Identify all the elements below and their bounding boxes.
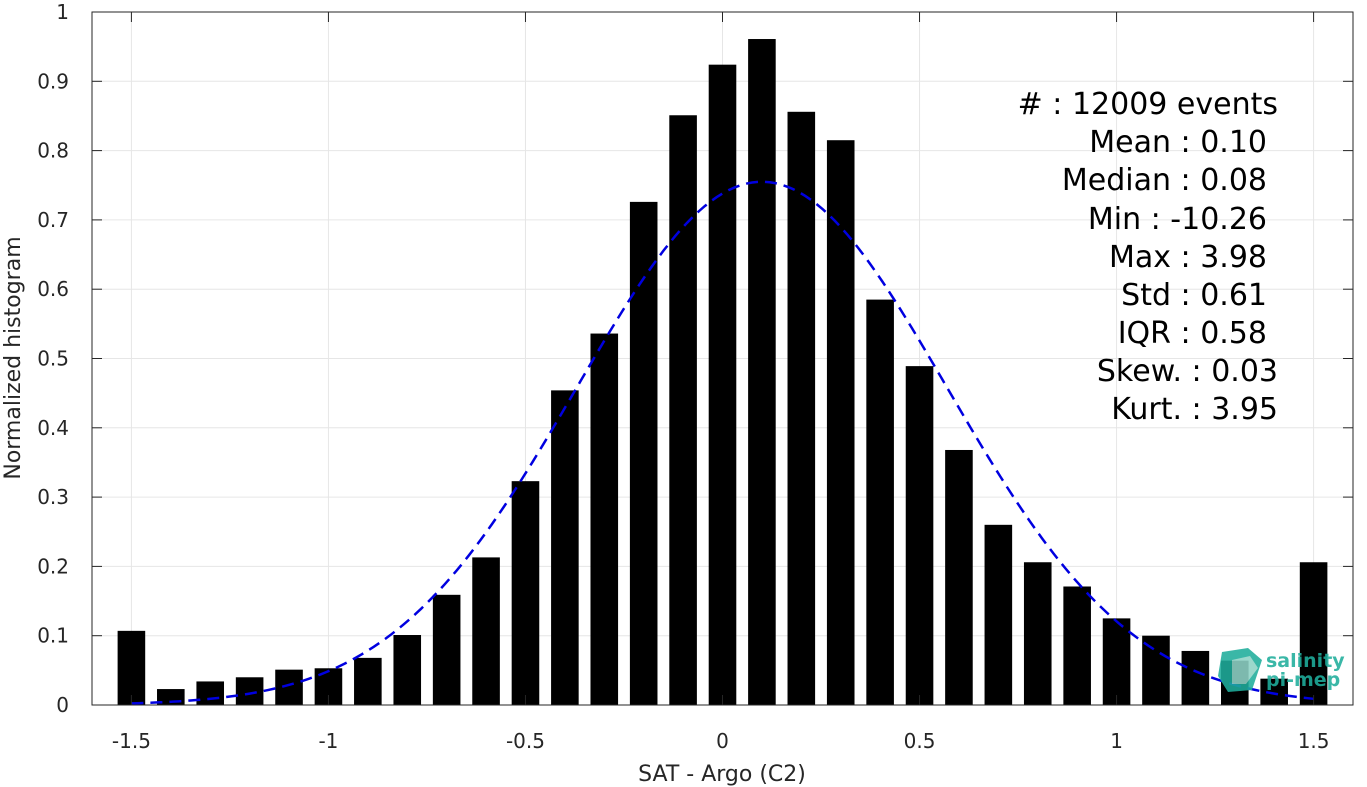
histogram-bar xyxy=(905,366,934,705)
histogram-bar xyxy=(826,140,855,705)
stat-skew: Skew. : 0.03 xyxy=(1097,354,1278,389)
stat-max: Max : 3.98 xyxy=(1109,240,1267,275)
y-tick-label: 0.3 xyxy=(37,485,69,509)
histogram-bar xyxy=(275,669,303,705)
y-tick-label: 0.9 xyxy=(37,69,69,93)
x-axis-title: SAT - Argo (C2) xyxy=(638,762,806,787)
y-axis-title: Normalized histogram xyxy=(1,236,26,479)
histogram-bar xyxy=(1102,618,1131,705)
histogram-bar xyxy=(354,657,382,705)
y-tick-labels: 0 0.1 0.2 0.3 0.4 0.5 0.6 0.7 0.8 0.9 1 xyxy=(37,0,69,717)
histogram-bar xyxy=(748,39,776,706)
histogram-bar xyxy=(708,64,737,706)
logo-text-salinity: salinity xyxy=(1266,650,1345,672)
logo-shape-highlight-icon xyxy=(1232,656,1258,684)
logo-text-pi-mep: pi-mep xyxy=(1266,669,1340,691)
y-tick-label: 0.7 xyxy=(37,208,69,232)
histogram-bar xyxy=(1142,635,1170,705)
histogram-bar xyxy=(551,390,579,705)
stat-median: Median : 0.08 xyxy=(1062,163,1267,198)
y-tick-label: 0 xyxy=(56,693,69,717)
stat-mean: Mean : 0.10 xyxy=(1089,125,1267,160)
histogram-bar xyxy=(196,681,225,705)
stat-kurt: Kurt. : 3.95 xyxy=(1111,392,1278,427)
y-tick-label: 0.4 xyxy=(37,416,69,440)
y-tick-label: 0.8 xyxy=(37,139,69,163)
stat-iqr: IQR : 0.58 xyxy=(1118,316,1267,351)
y-tick-label: 0.2 xyxy=(37,554,69,578)
histogram-bar xyxy=(590,333,619,705)
histogram-bar xyxy=(1063,586,1091,705)
statistics-annotation: # : 12009 events Mean : 0.10 Median : 0.… xyxy=(1018,87,1278,427)
x-tick-label: -1 xyxy=(318,729,338,753)
x-tick-label: -1.5 xyxy=(112,729,151,753)
stat-std: Std : 0.61 xyxy=(1121,278,1267,313)
x-tick-labels: -1.5 -1 -0.5 0 0.5 1 1.5 xyxy=(112,729,1330,753)
y-tick-label: 1 xyxy=(56,0,69,24)
x-tick-label: 1 xyxy=(1110,729,1123,753)
x-tick-label: -0.5 xyxy=(506,729,545,753)
stat-events: # : 12009 events xyxy=(1018,87,1278,122)
histogram-bar xyxy=(1023,562,1052,705)
y-tick-label: 0.5 xyxy=(37,347,69,371)
stat-min: Min : -10.26 xyxy=(1088,202,1267,237)
y-tick-label: 0.1 xyxy=(37,624,69,648)
histogram-bars xyxy=(117,39,1328,706)
histogram-bar xyxy=(984,524,1013,705)
histogram-bar xyxy=(472,557,500,705)
histogram-bar xyxy=(511,481,540,705)
x-tick-label: 0.5 xyxy=(904,729,936,753)
histogram-bar xyxy=(945,449,973,705)
axis-ticks xyxy=(92,11,1353,706)
histogram-bar xyxy=(866,299,894,705)
histogram-bar xyxy=(235,677,264,705)
salinity-pi-mep-logo: salinity pi-mep xyxy=(1218,648,1345,692)
histogram-bar xyxy=(1181,650,1210,705)
x-tick-label: 0 xyxy=(716,729,729,753)
x-tick-label: 1.5 xyxy=(1298,729,1330,753)
histogram-bar xyxy=(117,630,146,705)
histogram-bar xyxy=(669,115,697,705)
y-tick-label: 0.6 xyxy=(37,277,69,301)
gaussian-fit-curve xyxy=(131,180,1314,705)
histogram-bar xyxy=(1260,678,1288,705)
histogram-bar xyxy=(787,111,816,706)
histogram-bar xyxy=(629,201,658,705)
histogram-bar xyxy=(1299,562,1328,705)
histogram-bar xyxy=(393,635,422,705)
histogram-bar xyxy=(432,594,461,705)
